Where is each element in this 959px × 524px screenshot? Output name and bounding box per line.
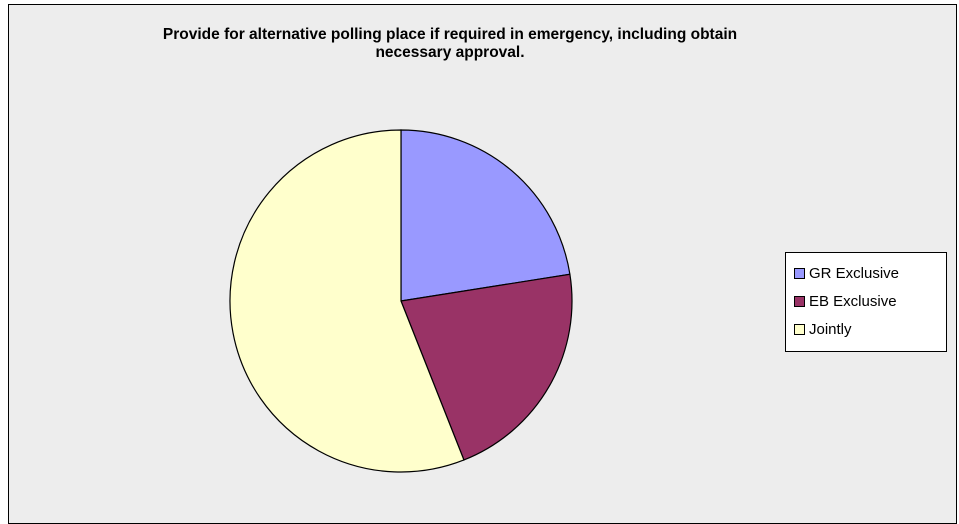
- pie-slice-jointly: [229, 129, 465, 473]
- legend-label-gr-exclusive: GR Exclusive: [809, 264, 900, 282]
- pie-slice-eb-exclusive: [400, 273, 573, 461]
- legend-swatch-jointly: [794, 323, 805, 335]
- legend-item-eb-exclusive: EB Exclusive: [794, 287, 938, 315]
- legend-swatch-gr-exclusive: [794, 267, 805, 279]
- pie-slice-gr-exclusive: [400, 129, 571, 302]
- legend: GR Exclusive EB Exclusive Jointly: [785, 252, 947, 352]
- legend-item-gr-exclusive: GR Exclusive: [794, 259, 938, 287]
- legend-item-jointly: Jointly: [794, 315, 938, 343]
- legend-label-eb-exclusive: EB Exclusive: [809, 292, 897, 310]
- legend-label-jointly: Jointly: [809, 320, 852, 338]
- legend-swatch-eb-exclusive: [794, 295, 805, 307]
- chart-title: Provide for alternative polling place if…: [162, 26, 738, 61]
